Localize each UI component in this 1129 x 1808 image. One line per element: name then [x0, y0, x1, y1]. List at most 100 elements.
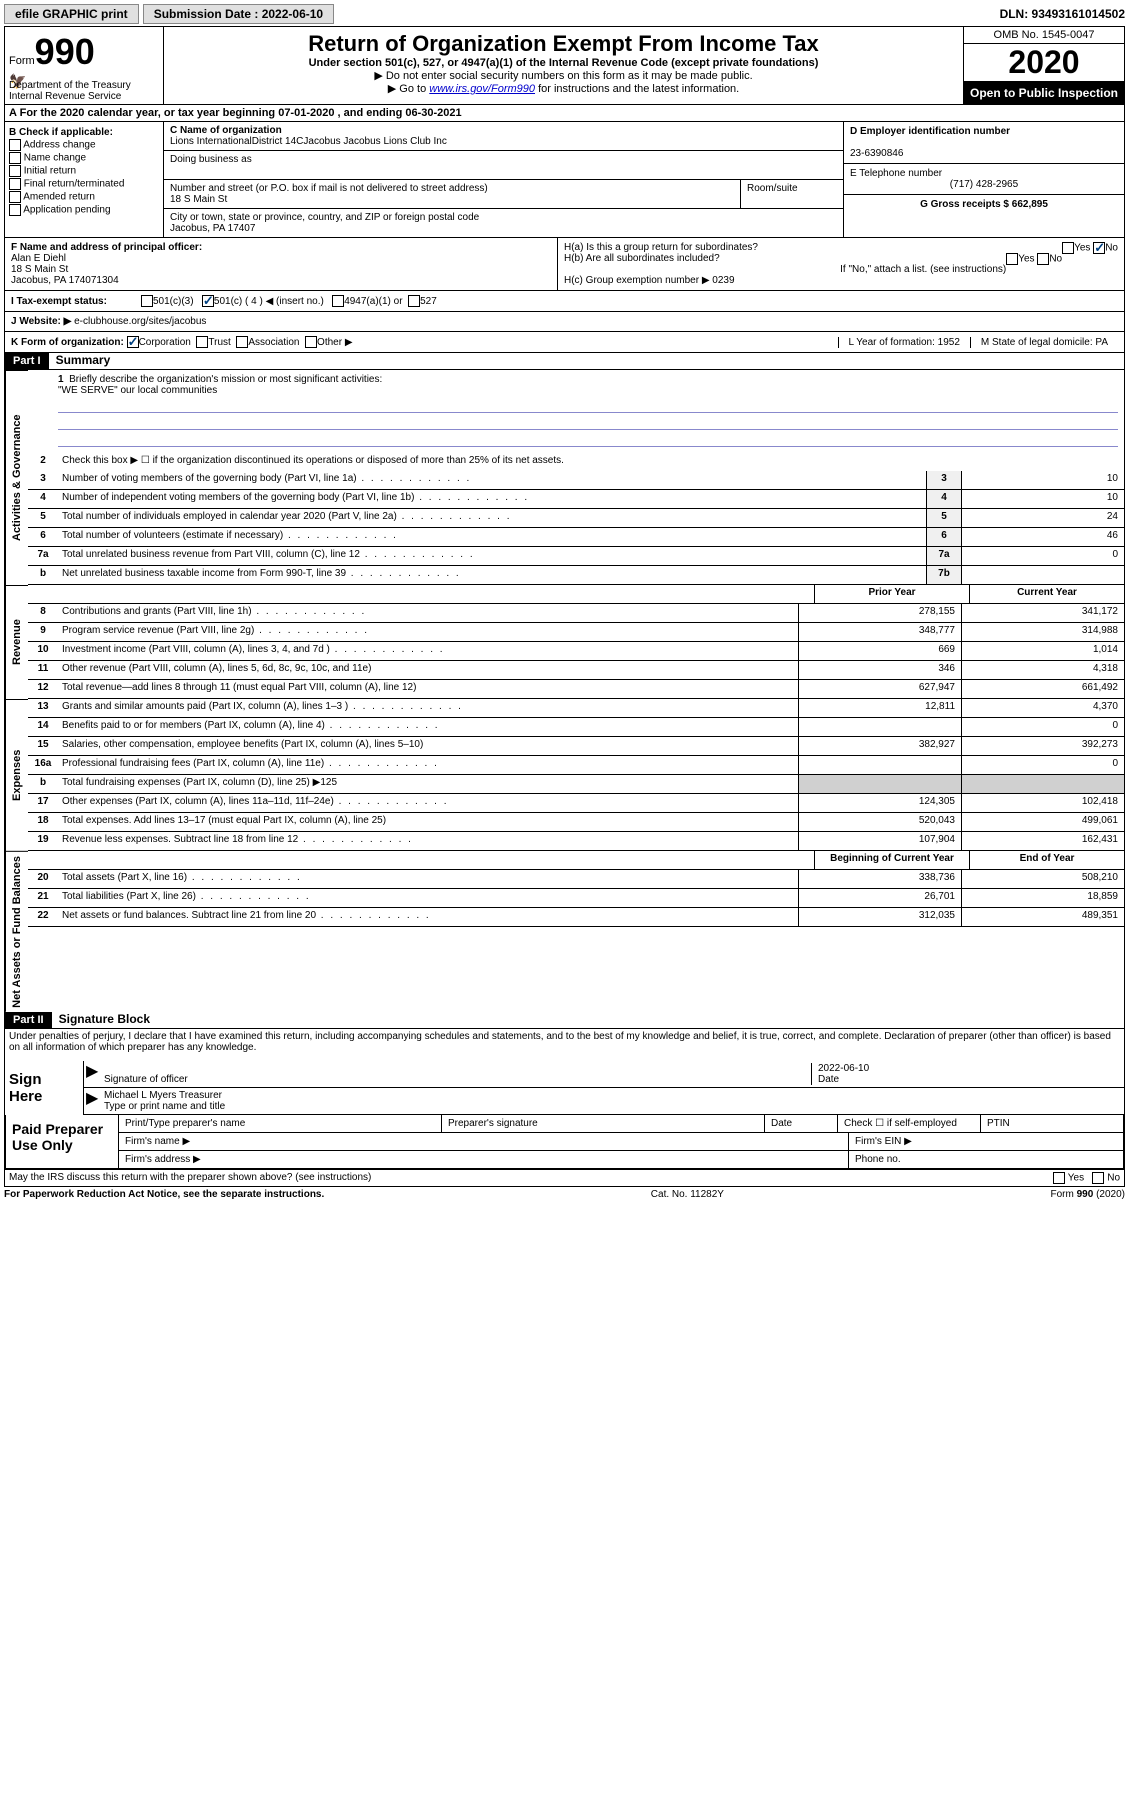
- blank-line: [58, 398, 1118, 413]
- efile-button[interactable]: efile GRAPHIC print: [4, 4, 139, 24]
- form-box: Form990 🦅 Department of the Treasury Int…: [5, 27, 164, 104]
- discuss-row: May the IRS discuss this return with the…: [5, 1169, 1124, 1186]
- checkbox-no[interactable]: [1092, 1172, 1104, 1184]
- omb-number: OMB No. 1545-0047: [964, 27, 1124, 44]
- ein-value: 23-6390846: [850, 148, 903, 159]
- side-activities: Activities & Governance: [5, 370, 28, 585]
- check-final[interactable]: Final return/terminated: [9, 178, 159, 190]
- name-label: C Name of organization: [170, 125, 282, 136]
- check-pending[interactable]: Application pending: [9, 204, 159, 216]
- line-a-text: For the 2020 calendar year, or tax year …: [20, 107, 462, 119]
- checkbox-icon[interactable]: [1093, 242, 1105, 254]
- checkbox-icon[interactable]: [1037, 253, 1049, 265]
- dept-label: Department of the Treasury Internal Reve…: [9, 80, 163, 102]
- city-label: City or town, state or province, country…: [170, 212, 479, 223]
- main-title: Return of Organization Exempt From Incom…: [168, 31, 959, 57]
- org-name-row: C Name of organization Lions Internation…: [164, 122, 843, 151]
- box-j-label: J Website: ▶: [11, 316, 71, 327]
- checkbox-corp[interactable]: [127, 336, 139, 348]
- officer-addr2: Jacobus, PA 174071304: [11, 275, 119, 286]
- goto-prefix: Go to: [399, 83, 429, 95]
- box-i-label: I Tax-exempt status:: [11, 296, 141, 307]
- form-footer: Form 990 (2020): [1051, 1189, 1125, 1200]
- mission-text: "WE SERVE" our local communities: [58, 385, 217, 396]
- checkbox-icon: [9, 178, 21, 190]
- cat-no: Cat. No. 11282Y: [651, 1189, 724, 1200]
- form-container: Form990 🦅 Department of the Treasury Int…: [4, 26, 1125, 1187]
- entity-row: B Check if applicable: Address change Na…: [5, 122, 1124, 238]
- city-row: City or town, state or province, country…: [164, 209, 843, 237]
- form-label: Form: [9, 55, 35, 67]
- checkbox-yes[interactable]: [1053, 1172, 1065, 1184]
- checkbox-icon: [9, 204, 21, 216]
- checkbox-501c[interactable]: [202, 295, 214, 307]
- inspection-label: Open to Public Inspection: [964, 82, 1124, 104]
- box-d: D Employer identification number 23-6390…: [844, 122, 1124, 164]
- check-amended[interactable]: Amended return: [9, 191, 159, 203]
- side-expenses: Expenses: [5, 699, 28, 851]
- revenue-section: Revenue Prior YearCurrent Year 8Contribu…: [5, 585, 1124, 699]
- print-name-cell: Print/Type preparer's name: [119, 1115, 442, 1132]
- check-initial[interactable]: Initial return: [9, 165, 159, 177]
- ssn-note: Do not enter social security numbers on …: [168, 69, 959, 82]
- checkbox-icon: [9, 191, 21, 203]
- arrow-icon: ▶: [86, 1061, 98, 1081]
- sig-officer-row: ▶ Signature of officer 2022-06-10Date: [84, 1061, 1124, 1088]
- box-h: H(a) Is this a group return for subordin…: [558, 238, 1124, 290]
- goto-link[interactable]: www.irs.gov/Form990: [429, 83, 535, 95]
- check-name[interactable]: Name change: [9, 152, 159, 164]
- expenses-section: Expenses 13Grants and similar amounts pa…: [5, 699, 1124, 851]
- box-k-label: K Form of organization:: [11, 337, 124, 348]
- dln-label: DLN: 93493161014502: [1000, 7, 1125, 21]
- checkbox-icon[interactable]: [1062, 242, 1074, 254]
- netassets-section: Net Assets or Fund Balances Beginning of…: [5, 851, 1124, 1012]
- line-a: A For the 2020 calendar year, or tax yea…: [5, 105, 1124, 122]
- phone-value: (717) 428-2965: [850, 179, 1118, 190]
- checkbox-icon[interactable]: [1006, 253, 1018, 265]
- paperwork-text: For Paperwork Reduction Act Notice, see …: [4, 1189, 324, 1200]
- goto-suffix: for instructions and the latest informat…: [535, 83, 739, 95]
- hb-label: H(b) Are all subordinates included?: [564, 253, 720, 264]
- phone-cell: Phone no.: [849, 1151, 1123, 1168]
- checkbox-other[interactable]: [305, 336, 317, 348]
- formorg-row: K Form of organization: Corporation Trus…: [5, 332, 1124, 353]
- checkbox-assoc[interactable]: [236, 336, 248, 348]
- form-number: 990: [35, 31, 95, 72]
- box-g: G Gross receipts $ 662,895: [844, 195, 1124, 214]
- officer-label: F Name and address of principal officer:: [11, 242, 202, 253]
- check-address[interactable]: Address change: [9, 139, 159, 151]
- checkbox-527[interactable]: [408, 295, 420, 307]
- penalties-text: Under penalties of perjury, I declare th…: [5, 1029, 1124, 1055]
- checkbox-501c3[interactable]: [141, 295, 153, 307]
- submission-date-button[interactable]: Submission Date : 2022-06-10: [143, 4, 334, 24]
- street-cell: Number and street (or P.O. box if mail i…: [164, 180, 741, 208]
- subtitle: Under section 501(c), 527, or 4947(a)(1)…: [168, 57, 959, 69]
- firm-name-cell: Firm's name ▶: [119, 1133, 849, 1150]
- tax-year: 2020: [964, 44, 1124, 82]
- checkbox-icon: [9, 152, 21, 164]
- gross-receipts: G Gross receipts $ 662,895: [920, 199, 1048, 210]
- box-b-label: B Check if applicable:: [9, 127, 159, 138]
- topbar: efile GRAPHIC print Submission Date : 20…: [4, 4, 1125, 24]
- header-row: Form990 🦅 Department of the Treasury Int…: [5, 27, 1124, 105]
- ha-label: H(a) Is this a group return for subordin…: [564, 242, 758, 253]
- box-m: M State of legal domicile: PA: [970, 337, 1118, 348]
- hc-label: H(c) Group exemption number ▶ 0239: [564, 275, 1118, 286]
- self-emp-cell: Check ☐ if self-employed: [838, 1115, 981, 1132]
- sig-name-row: ▶ Michael L Myers TreasurerType or print…: [84, 1088, 1124, 1115]
- box-c: C Name of organization Lions Internation…: [164, 122, 844, 237]
- arrow-icon: ▶: [86, 1088, 98, 1108]
- checkbox-icon: [9, 139, 21, 151]
- checkbox-trust[interactable]: [196, 336, 208, 348]
- dba-row: Doing business as: [164, 151, 843, 180]
- sign-here-label: Sign Here: [5, 1061, 83, 1115]
- blank-line: [58, 432, 1118, 447]
- side-revenue: Revenue: [5, 585, 28, 699]
- street-label: Number and street (or P.O. box if mail i…: [170, 183, 488, 194]
- blank-line: [58, 415, 1118, 430]
- checkbox-4947[interactable]: [332, 295, 344, 307]
- paid-label: Paid Preparer Use Only: [6, 1115, 119, 1168]
- hb-note: If "No," attach a list. (see instruction…: [564, 264, 1118, 275]
- officer-row: F Name and address of principal officer:…: [5, 238, 1124, 291]
- ein-label: D Employer identification number: [850, 126, 1010, 137]
